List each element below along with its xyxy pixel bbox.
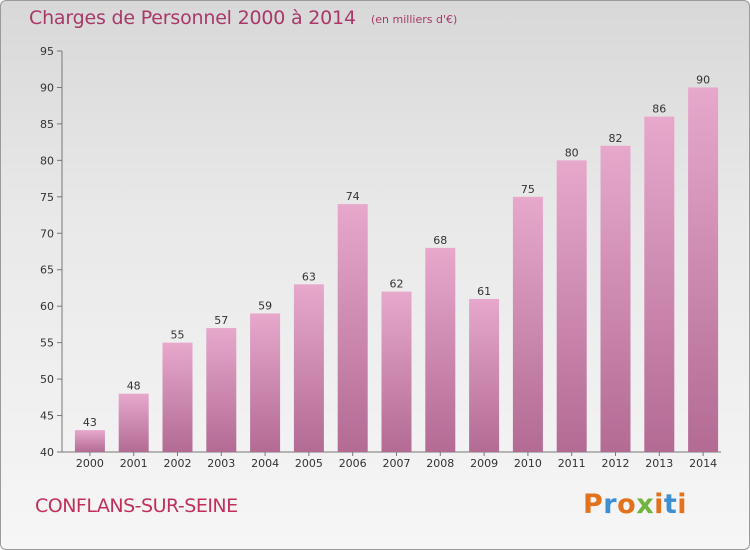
bar [512,196,543,452]
y-tick-label: 80 [40,154,54,167]
x-tick-label: 2012 [602,457,630,470]
data-label: 82 [609,132,623,145]
y-tick-label: 85 [40,118,54,131]
logo-letter: t [663,489,678,520]
x-tick-label: 2010 [514,457,542,470]
y-tick-label: 55 [40,337,54,350]
x-tick-label: 2001 [120,457,148,470]
logo-letter: i [654,489,664,520]
bars [74,87,719,453]
logo-letter: i [677,489,688,520]
data-label: 63 [302,270,316,283]
x-tick-label: 2009 [470,457,498,470]
x-tick-label: 2000 [76,457,104,470]
bar [381,291,412,452]
data-label: 90 [696,73,710,86]
data-label: 86 [652,103,666,116]
logo-letter: x [636,489,655,520]
data-label: 74 [346,190,360,203]
chart-subtitle: (en milliers d'€) [371,13,458,26]
bar [644,116,675,453]
y-tick-label: 60 [40,300,54,313]
data-label: 75 [521,183,535,196]
bar [206,328,237,452]
data-label: 57 [214,314,228,327]
logo-letter: P [583,489,604,520]
data-label: 55 [171,329,185,342]
bar [469,298,500,452]
logo-letter: r [603,489,618,520]
x-tick-label: 2006 [339,457,367,470]
x-tick-label: 2014 [689,457,717,470]
x-tick-label: 2013 [645,457,673,470]
data-label: 59 [258,299,272,312]
data-label: 48 [127,380,141,393]
x-tick-label: 2003 [207,457,235,470]
bar [293,284,324,452]
y-tick-label: 65 [40,264,54,277]
x-tick-label: 2004 [251,457,279,470]
commune-name: CONFLANS-SUR-SEINE [35,495,238,517]
x-tick-label: 2008 [426,457,454,470]
x-tick-label: 2002 [164,457,192,470]
logo-letter: o [617,489,637,520]
y-tick-label: 75 [40,191,54,204]
labels: 40 45 50 55 60 65 70 75 80 85 90 95 43 2000 48 2001 55 20… [40,45,717,470]
y-tick-label: 70 [40,227,54,240]
x-tick-label: 2007 [383,457,411,470]
data-label: 68 [433,234,447,247]
x-tick-label: 2011 [558,457,586,470]
data-label: 61 [477,285,491,298]
bar [556,160,587,452]
bar [162,342,193,452]
y-tick-label: 90 [40,81,54,94]
y-tick-label: 45 [40,410,54,423]
bar [118,393,149,452]
proxiti-logo: Proxiti [583,489,687,520]
bar [688,87,719,453]
y-tick-label: 40 [40,446,54,459]
data-label: 62 [390,278,404,291]
x-tick-label: 2005 [295,457,323,470]
bar [74,430,105,452]
data-label: 43 [83,416,97,429]
data-label: 80 [565,146,579,159]
y-tick-label: 50 [40,373,54,386]
chart-title: Charges de Personnel 2000 à 2014 [29,7,356,29]
bar [250,313,281,452]
bar [600,145,631,453]
bar [425,247,456,452]
bar [337,204,368,452]
y-tick-label: 95 [40,45,54,58]
